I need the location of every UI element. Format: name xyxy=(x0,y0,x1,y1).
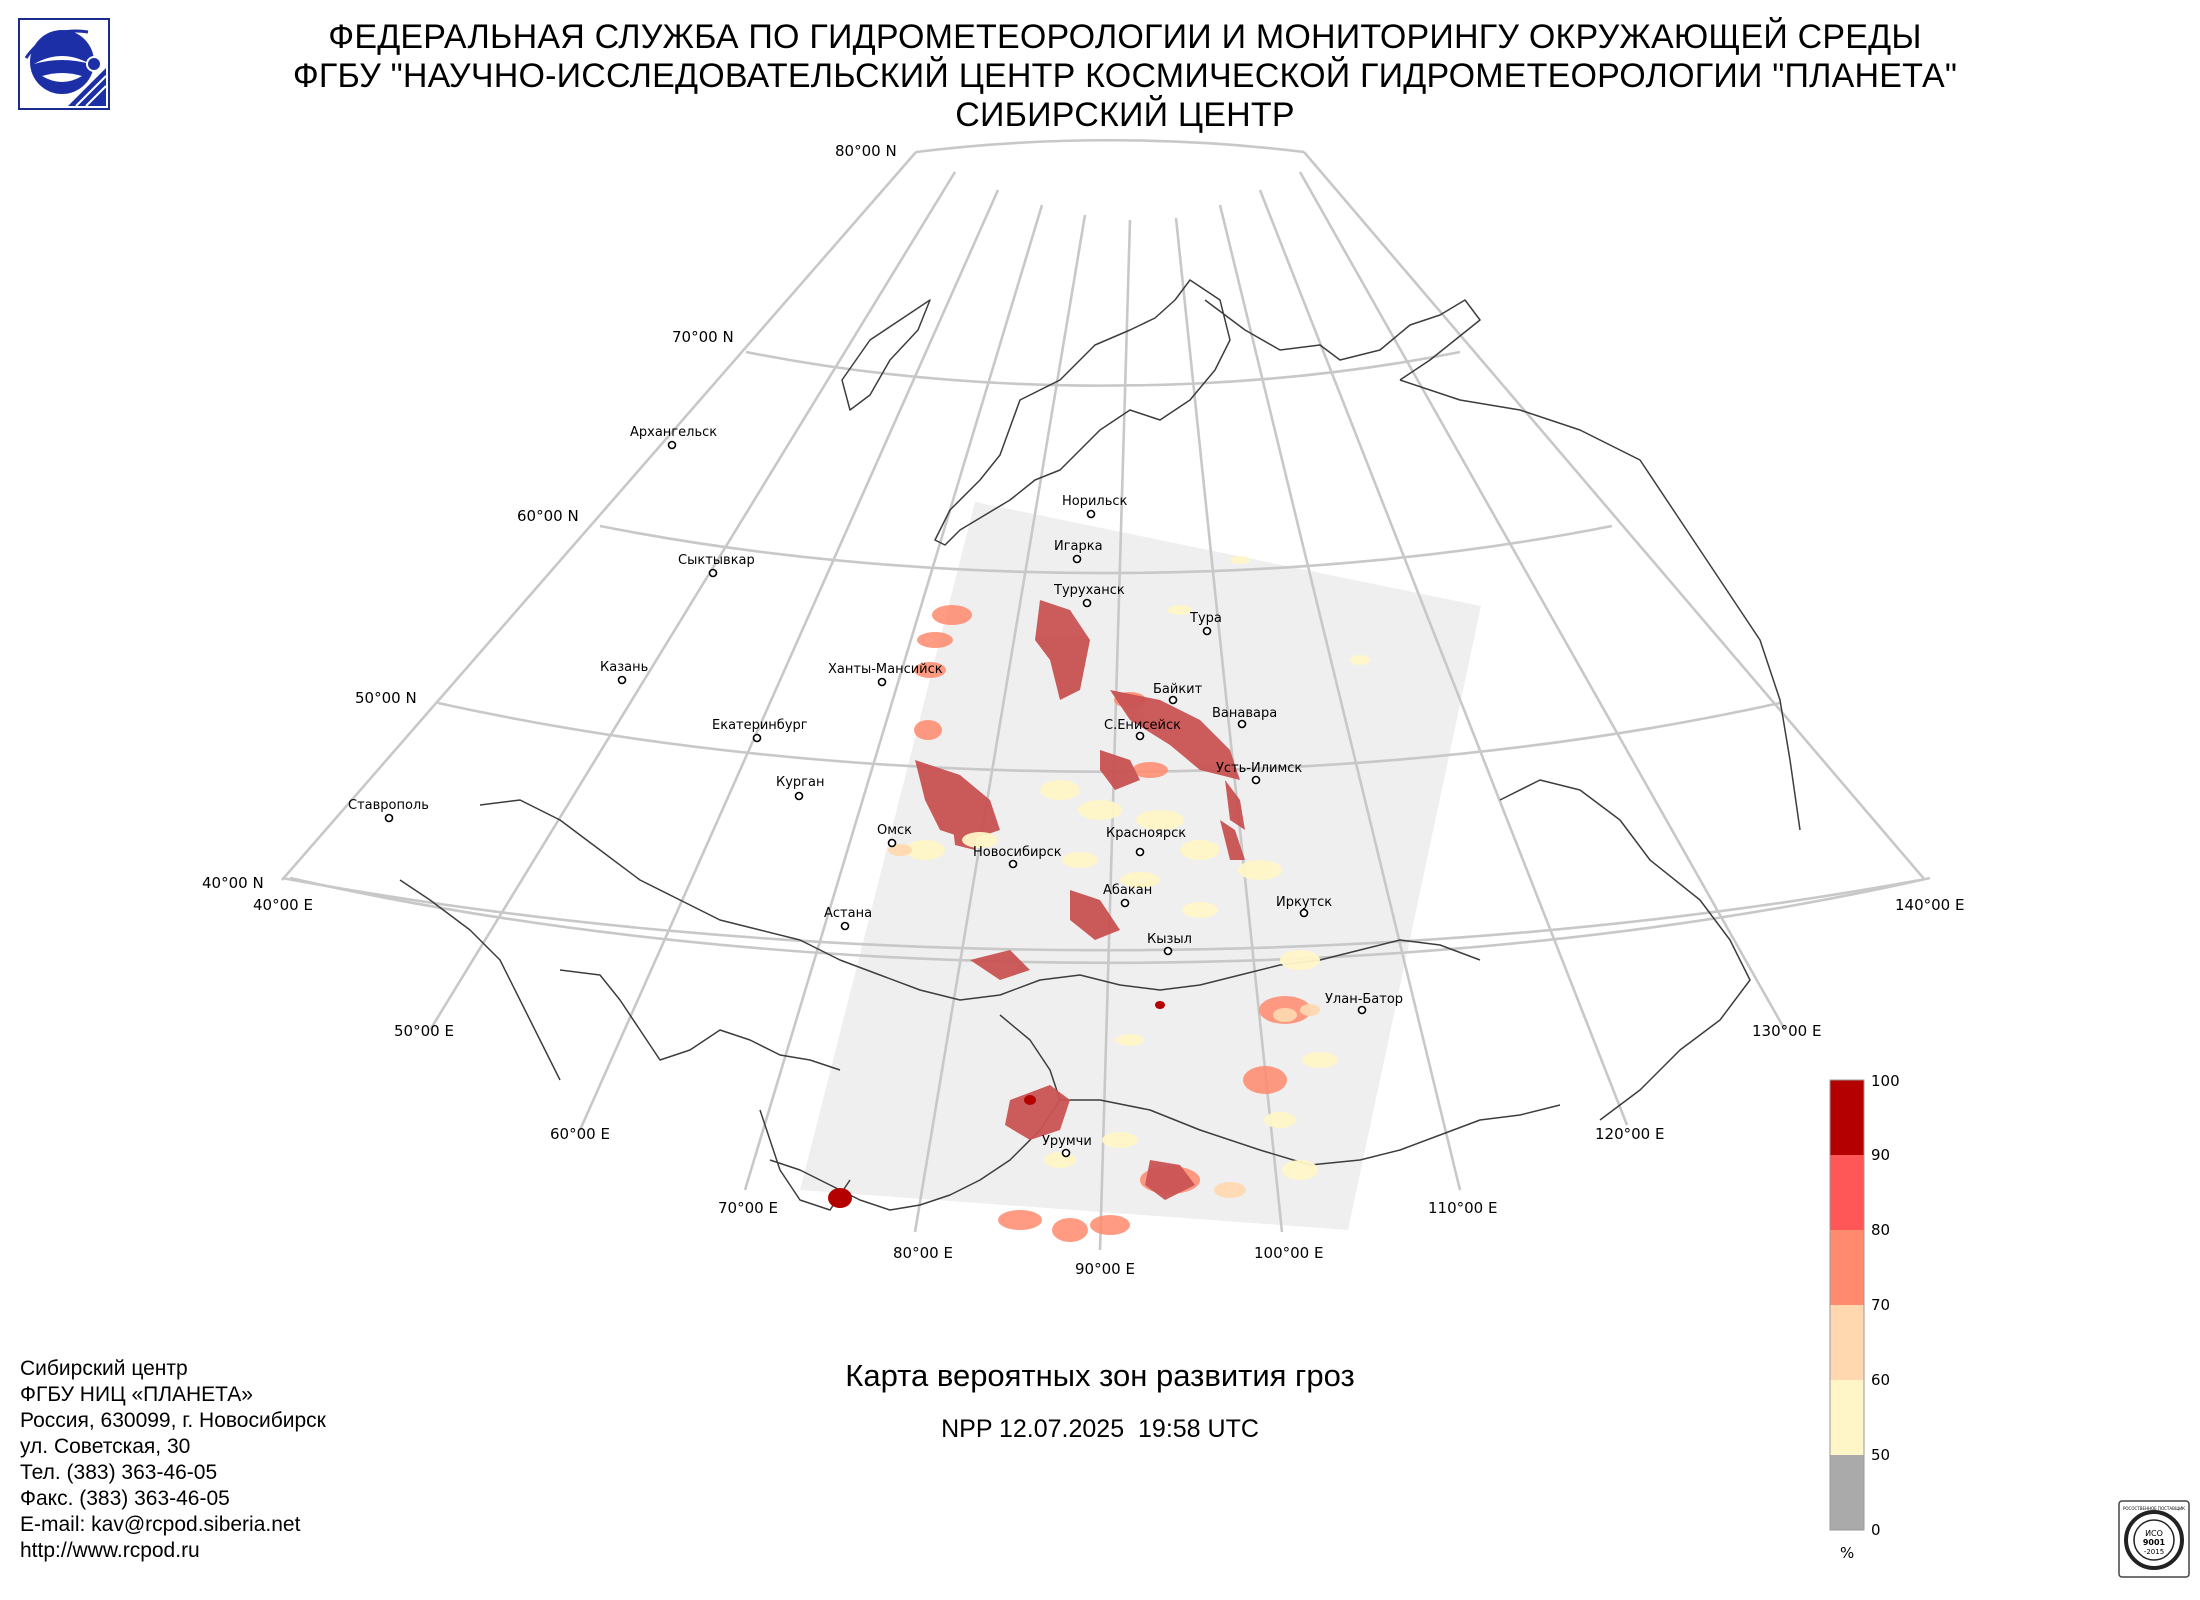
colorbar-band-0-50 xyxy=(1830,1455,1864,1530)
header-line-branch: СИБИРСКИЙ ЦЕНТР xyxy=(955,96,1295,134)
planeta-logo-icon xyxy=(18,18,110,110)
probability-zones xyxy=(828,556,1370,1242)
lat-label-80: 80°00 N xyxy=(835,142,897,160)
city-label-s-eniseysk: С.Енисейск xyxy=(1104,718,1181,733)
contact-center-name: Сибирский центр xyxy=(20,1357,188,1380)
colorbar-tick-60: 60 xyxy=(1871,1371,1890,1389)
lon-label-70: 70°00 E xyxy=(718,1199,778,1217)
city-label-yekaterinburg: Екатеринбург xyxy=(712,718,808,733)
city-label-krasnoyarsk: Красноярск xyxy=(1106,826,1186,841)
colorbar-band-70-80 xyxy=(1830,1230,1864,1305)
header-line-center: ФГБУ "НАУЧНО-ИССЛЕДОВАТЕЛЬСКИЙ ЦЕНТР КОС… xyxy=(292,57,1958,95)
contact-website[interactable]: http://www.rcpod.ru xyxy=(20,1539,200,1562)
iso-certification-badge-icon: ИСО 9001 -2015 РОСОСТВЕННОЕ ПОСТАВЩИК xyxy=(2118,1500,2190,1578)
city-label-novosibirsk: Новосибирск xyxy=(973,845,1062,860)
colorbar-tick-100: 100 xyxy=(1871,1072,1900,1090)
colorbar-band-50-60 xyxy=(1830,1380,1864,1455)
lat-label-70: 70°00 N xyxy=(672,328,734,346)
probability-colorbar: 100 90 80 70 60 50 0 % xyxy=(1829,1072,1900,1560)
city-label-kazan: Казань xyxy=(600,660,648,675)
contact-email[interactable]: E-mail: kav@rcpod.siberia.net xyxy=(20,1513,301,1536)
colorbar-band-60-70 xyxy=(1830,1305,1864,1380)
svg-text:РОСОСТВЕННОЕ ПОСТАВЩИК: РОСОСТВЕННОЕ ПОСТАВЩИК xyxy=(2123,1506,2185,1511)
svg-text:9001: 9001 xyxy=(2143,1538,2166,1547)
lon-label-50: 50°00 E xyxy=(394,1022,454,1040)
city-label-arkhangelsk: Архангельск xyxy=(630,425,717,440)
city-label-abakan: Абакан xyxy=(1103,883,1152,898)
lon-label-80: 80°00 E xyxy=(893,1244,953,1262)
city-label-vanavara: Ванавара xyxy=(1212,706,1277,721)
colorbar-unit: % xyxy=(1840,1544,1854,1560)
map-title: Карта вероятных зон развития гроз xyxy=(845,1358,1355,1393)
contact-org-name: ФГБУ НИЦ «ПЛАНЕТА» xyxy=(20,1383,253,1406)
colorbar-band-90-100 xyxy=(1830,1080,1864,1155)
lon-label-120: 120°00 E xyxy=(1595,1125,1664,1143)
colorbar-tick-80: 80 xyxy=(1871,1221,1890,1239)
lat-label-40: 40°00 N xyxy=(202,874,264,892)
lat-label-50: 50°00 N xyxy=(355,689,417,707)
contact-street: ул. Советская, 30 xyxy=(20,1435,191,1458)
organization-header: ФЕДЕРАЛЬНАЯ СЛУЖБА ПО ГИДРОМЕТЕОРОЛОГИИ … xyxy=(150,18,2100,135)
colorbar-tick-70: 70 xyxy=(1871,1296,1890,1314)
map-subtitle: NPP 12.07.2025 19:58 UTC xyxy=(941,1415,1259,1443)
city-label-turukhansk: Туруханск xyxy=(1053,583,1125,598)
city-markers: Норильск Игарка Архангельск Туруханск Ту… xyxy=(348,425,1403,1158)
lon-label-140: 140°00 E xyxy=(1895,896,1964,914)
lon-label-130: 130°00 E xyxy=(1752,1022,1821,1040)
coordinate-labels: 80°00 N 70°00 N 60°00 N 50°00 N 40°00 N … xyxy=(202,142,1964,1278)
city-label-stavropol: Ставрополь xyxy=(348,798,429,813)
colorbar-tick-0: 0 xyxy=(1871,1521,1881,1539)
city-label-ust-ilimsk: Усть-Илимск xyxy=(1216,761,1302,776)
city-label-ulaanbaatar: Улан-Батор xyxy=(1325,992,1403,1007)
city-label-astana: Астана xyxy=(824,906,872,921)
lon-label-100: 100°00 E xyxy=(1254,1244,1323,1262)
lon-label-60: 60°00 E xyxy=(550,1125,610,1143)
contact-city: Россия, 630099, г. Новосибирск xyxy=(20,1409,326,1432)
city-label-baykit: Байкит xyxy=(1153,682,1203,697)
satellite-swath xyxy=(800,502,1481,1230)
colorbar-tick-50: 50 xyxy=(1871,1446,1890,1464)
city-label-tura: Тура xyxy=(1189,611,1222,626)
lat-label-60: 60°00 N xyxy=(517,507,579,525)
colorbar-tick-90: 90 xyxy=(1871,1146,1890,1164)
lon-label-110: 110°00 E xyxy=(1428,1199,1497,1217)
contact-phone: Тел. (383) 363-46-05 xyxy=(20,1461,218,1484)
city-label-khanty-mansiysk: Ханты-Мансийск xyxy=(828,662,943,677)
city-label-norilsk: Норильск xyxy=(1062,494,1128,509)
lon-label-40: 40°00 E xyxy=(253,896,313,914)
city-label-kyzyl: Кызыл xyxy=(1147,932,1192,947)
city-label-syktyvkar: Сыктывкар xyxy=(678,553,755,568)
svg-text:ИСО: ИСО xyxy=(2145,1529,2163,1538)
lon-label-90: 90°00 E xyxy=(1075,1260,1135,1278)
contact-fax: Факс. (383) 363-46-05 xyxy=(20,1487,230,1510)
city-label-kurgan: Курган xyxy=(776,775,824,790)
city-label-urumqi: Урумчи xyxy=(1042,1134,1092,1149)
header-line-service: ФЕДЕРАЛЬНАЯ СЛУЖБА ПО ГИДРОМЕТЕОРОЛОГИИ … xyxy=(328,18,1922,56)
city-label-irkutsk: Иркутск xyxy=(1276,895,1332,910)
svg-text:-2015: -2015 xyxy=(2144,1548,2164,1556)
city-label-igarka: Игарка xyxy=(1054,539,1103,554)
colorbar-band-80-90 xyxy=(1830,1155,1864,1230)
contact-info: Сибирский центр ФГБУ НИЦ «ПЛАНЕТА» Росси… xyxy=(20,1356,326,1564)
city-label-omsk: Омск xyxy=(877,823,912,838)
